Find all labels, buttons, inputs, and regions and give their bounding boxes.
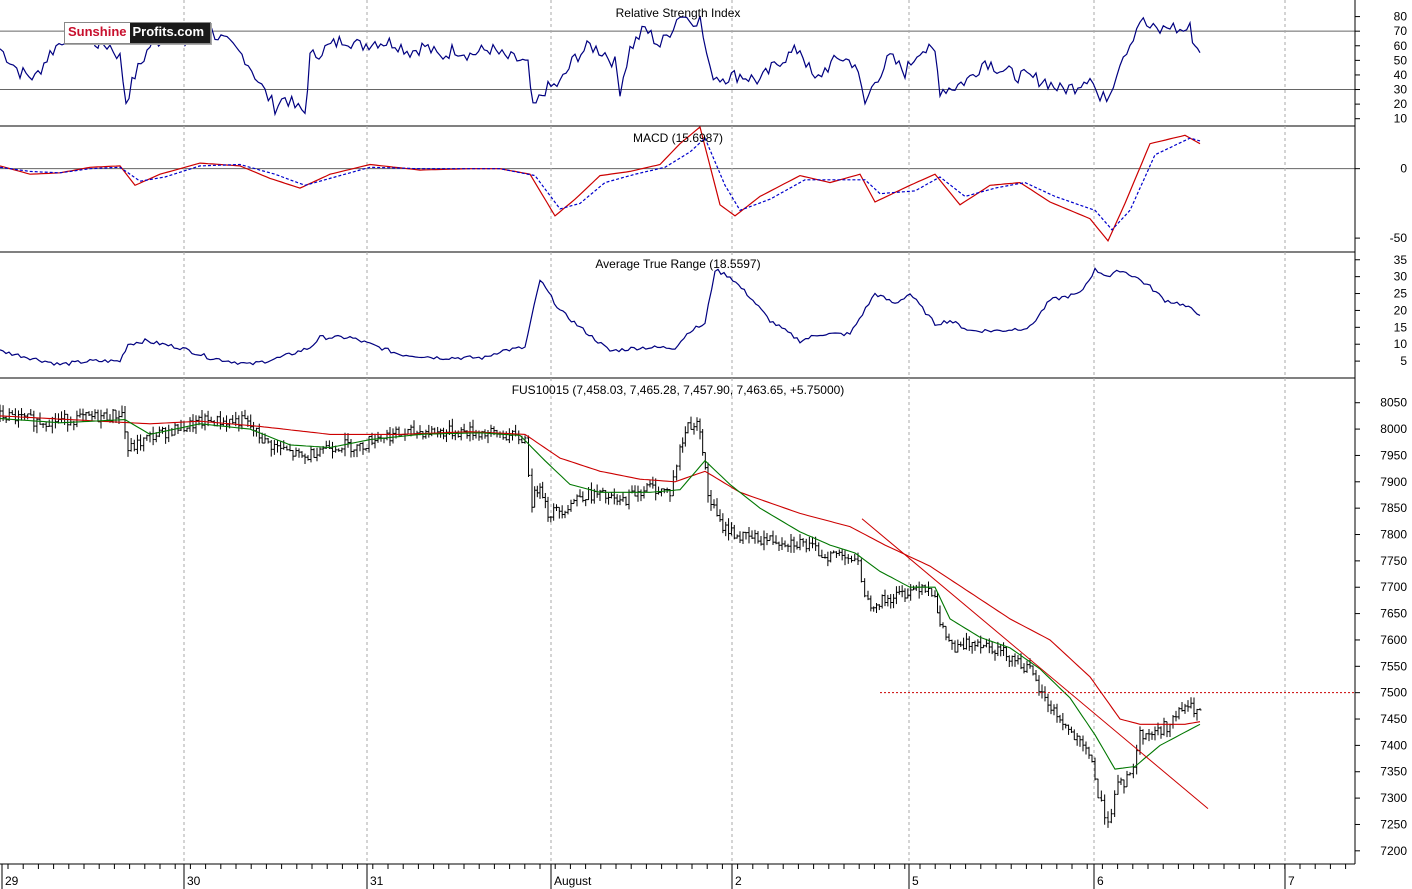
x-axis-label: 5 [912, 874, 919, 888]
x-axis-label: August [554, 874, 592, 888]
panel-2-ytick-label: 5 [1400, 354, 1407, 368]
panel-3-ytick-label: 7250 [1380, 817, 1407, 831]
fast-moving-average-line [0, 417, 1201, 770]
panel-2-ytick-label: 35 [1394, 253, 1408, 267]
panel-3-title: FUS10015 (7,458.03, 7,465.28, 7,457.90, … [512, 383, 845, 397]
x-axis-label: 30 [187, 874, 201, 888]
x-axis-label: 2 [735, 874, 742, 888]
panel-0-ytick-label: 30 [1394, 83, 1408, 97]
panel-3-ytick-label: 7900 [1380, 475, 1407, 489]
panel-3-ytick-label: 7500 [1380, 686, 1407, 700]
panel-1-ytick-label: -50 [1390, 231, 1408, 245]
panel-2-ytick-label: 10 [1394, 337, 1408, 351]
panel-0-title: Relative Strength Index [616, 6, 741, 20]
panel-0-ytick-label: 60 [1394, 39, 1408, 53]
x-axis-label: 29 [5, 874, 19, 888]
panel-3-ytick-label: 7550 [1380, 659, 1407, 673]
panel-3-ytick-label: 7750 [1380, 554, 1407, 568]
panel-2-ytick-label: 20 [1394, 303, 1408, 317]
panel-3-ytick-label: 7700 [1380, 580, 1407, 594]
slow-moving-average-line [0, 415, 1201, 725]
panel-3-ytick-label: 7450 [1380, 712, 1407, 726]
panel-3-ytick-label: 7600 [1380, 633, 1407, 647]
panel-3-ytick-label: 8050 [1380, 396, 1407, 410]
panel-3-ytick-label: 7800 [1380, 528, 1407, 542]
logo-part-sunshine: Sunshine [65, 23, 130, 43]
panel-3-ytick-label: 7300 [1380, 791, 1407, 805]
panel-0-ytick-label: 50 [1394, 53, 1408, 67]
macd-signal-line [0, 137, 1201, 231]
panel-1-ytick-label: 0 [1400, 162, 1407, 176]
panel-2-ytick-label: 15 [1394, 320, 1408, 334]
x-axis-label: 31 [370, 874, 384, 888]
panel-3-ytick-label: 7850 [1380, 501, 1407, 515]
declining-trend-line [861, 518, 1209, 810]
panel-0-ytick-label: 70 [1394, 24, 1408, 38]
sunshine-profits-logo: Sunshine Profits.com [64, 22, 212, 44]
panel-2-ytick-label: 25 [1394, 287, 1408, 301]
panel-3-ytick-label: 7400 [1380, 738, 1407, 752]
panel-3-ytick-label: 8000 [1380, 422, 1407, 436]
panel-0-ytick-label: 10 [1394, 112, 1408, 126]
panel-3-ytick-label: 7200 [1380, 844, 1407, 858]
panel-1-title: MACD (15.6987) [633, 131, 723, 145]
panel-2-series-line [0, 267, 1201, 367]
panel-2-ytick-label: 30 [1394, 270, 1408, 284]
panel-0-ytick-label: 20 [1394, 97, 1408, 111]
price-bars [0, 404, 1202, 828]
panel-3-ytick-label: 7350 [1380, 765, 1407, 779]
macd-macd-line [0, 125, 1201, 243]
panel-3-ytick-label: 7950 [1380, 448, 1407, 462]
panel-3-ytick-label: 7650 [1380, 607, 1407, 621]
panel-0-ytick-label: 80 [1394, 10, 1408, 24]
logo-part-profits: Profits.com [129, 23, 211, 43]
panel-2-title: Average True Range (18.5597) [595, 257, 760, 271]
panel-0-ytick-label: 40 [1394, 68, 1408, 82]
x-axis-label: 6 [1097, 874, 1104, 888]
x-axis-label: 7 [1288, 874, 1295, 888]
